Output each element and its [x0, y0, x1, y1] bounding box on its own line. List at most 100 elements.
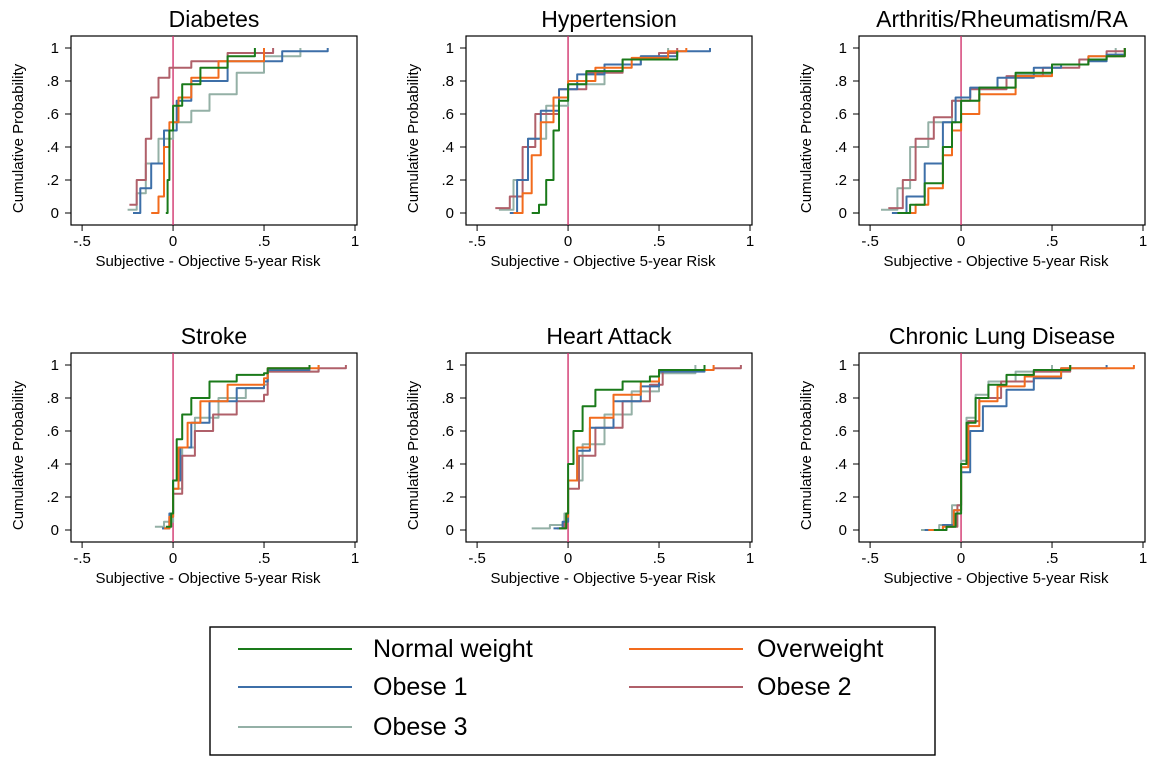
legend-label-obese-1: Obese 1 [373, 673, 468, 701]
legend-label-overweight: Overweight [757, 635, 883, 663]
x-axis-label: Subjective - Objective 5-year Risk [883, 570, 1109, 587]
y-tick-label: .6 [441, 106, 454, 123]
chart-panel-3: Arthritis/Rheumatism/RA 0 .2 .4 .6 .8 1 -.5 0 .5 1… [798, 6, 1147, 270]
y-tick-label: 0 [839, 205, 847, 222]
series-line-obese-1 [553, 365, 706, 530]
x-tick-label: .5 [653, 550, 666, 567]
y-tick-label: .6 [834, 423, 847, 440]
x-axis-label: Subjective - Objective 5-year Risk [95, 570, 321, 587]
plot-frame [70, 35, 358, 226]
x-axis-label: Subjective - Objective 5-year Risk [883, 253, 1109, 270]
y-axis-label: Cumulative Probability [798, 63, 815, 213]
y-tick-label: .8 [46, 73, 59, 90]
x-tick-label: 0 [564, 233, 572, 250]
x-tick-label: 0 [564, 550, 572, 567]
x-axis-label: Subjective - Objective 5-year Risk [95, 253, 321, 270]
y-tick-label: 0 [51, 522, 59, 539]
series-line-normal-weight [897, 48, 1126, 214]
y-tick-label: .6 [46, 106, 59, 123]
x-tick-label: .5 [258, 233, 271, 250]
plot-frame [858, 35, 1146, 226]
y-tick-label: 1 [51, 357, 59, 374]
x-tick-label: 0 [169, 550, 177, 567]
y-tick-label: 0 [51, 205, 59, 222]
x-tick-label: -.5 [73, 550, 91, 567]
y-tick-label: .2 [834, 489, 847, 506]
y-tick-label: .4 [834, 139, 847, 156]
y-tick-label: .6 [834, 106, 847, 123]
series-line-normal-weight [933, 365, 1072, 531]
legend-label-normal-weight: Normal weight [373, 635, 533, 663]
x-tick-label: -.5 [73, 233, 91, 250]
series-line-obese-1 [891, 48, 1126, 214]
y-tick-label: .8 [441, 73, 454, 90]
chart-panel-5: Heart Attack 0 .2 .4 .6 .8 1 -.5 0 .5 1 Subjective … [405, 323, 754, 587]
x-axis-label: Subjective - Objective 5-year Risk [490, 253, 716, 270]
plot-frame [70, 352, 358, 543]
y-tick-label: 0 [446, 522, 454, 539]
y-tick-label: .2 [441, 489, 454, 506]
x-tick-label: -.5 [861, 233, 879, 250]
x-tick-label: -.5 [861, 550, 879, 567]
x-tick-label: 1 [351, 233, 359, 250]
x-tick-label: -.5 [468, 550, 486, 567]
plot-frame [858, 352, 1146, 543]
y-tick-label: .4 [46, 456, 59, 473]
x-tick-label: 0 [957, 550, 965, 567]
y-tick-label: .8 [834, 73, 847, 90]
chart-panel-6: Chronic Lung Disease 0 .2 .4 .6 .8 1 -.5 0 .5 1 Sub… [798, 323, 1147, 587]
y-tick-label: 1 [446, 357, 454, 374]
plot-frame [465, 35, 753, 226]
chart-panel-1: Diabetes 0 .2 .4 .6 .8 1 -.5 0 .5 1 Subjective - Ob… [10, 6, 359, 270]
x-tick-label: 1 [351, 550, 359, 567]
x-tick-label: 0 [957, 233, 965, 250]
x-tick-label: .5 [1046, 550, 1059, 567]
chart-panel-4: Stroke 0 .2 .4 .6 .8 1 -.5 0 .5 1 Subjective - Obje… [10, 323, 359, 587]
legend-label-obese-3: Obese 3 [373, 713, 468, 741]
x-tick-label: .5 [1046, 233, 1059, 250]
x-tick-label: -.5 [468, 233, 486, 250]
y-axis-label: Cumulative Probability [405, 63, 422, 213]
y-tick-label: 1 [839, 40, 847, 57]
y-tick-label: .2 [46, 489, 59, 506]
y-tick-label: .4 [46, 139, 59, 156]
y-tick-label: .6 [46, 423, 59, 440]
y-tick-label: .2 [441, 172, 454, 189]
panel-title: Arthritis/Rheumatism/RA [876, 6, 1128, 32]
y-tick-label: 0 [446, 205, 454, 222]
series-line-overweight [164, 365, 320, 530]
series-line-obese-3 [127, 48, 302, 211]
series-line-obese-3 [881, 48, 1117, 211]
series-line-normal-weight [165, 48, 256, 214]
y-tick-label: 1 [839, 357, 847, 374]
y-tick-label: .4 [441, 139, 454, 156]
y-axis-label: Cumulative Probability [798, 380, 815, 530]
panel-title: Chronic Lung Disease [889, 323, 1115, 349]
y-tick-label: .2 [46, 172, 59, 189]
series-line-normal-weight [559, 365, 706, 530]
legend-label-obese-2: Obese 2 [757, 673, 852, 701]
series-line-obese-1 [133, 48, 329, 214]
series-line-overweight [560, 365, 715, 530]
panel-title: Diabetes [169, 6, 260, 32]
y-tick-label: .2 [834, 172, 847, 189]
x-tick-label: .5 [258, 550, 271, 567]
panel-title: Hypertension [541, 6, 677, 32]
series-line-obese-3 [498, 48, 670, 211]
x-tick-label: 1 [1139, 550, 1147, 567]
y-tick-label: .8 [46, 390, 59, 407]
x-tick-label: .5 [653, 233, 666, 250]
y-tick-label: .8 [834, 390, 847, 407]
y-axis-label: Cumulative Probability [10, 63, 27, 213]
y-tick-label: 1 [446, 40, 454, 57]
y-tick-label: .6 [441, 423, 454, 440]
series-line-normal-weight [165, 365, 311, 528]
y-tick-label: .4 [441, 456, 454, 473]
x-tick-label: 1 [1139, 233, 1147, 250]
y-tick-label: 1 [51, 40, 59, 57]
y-axis-label: Cumulative Probability [10, 380, 27, 530]
y-tick-label: 0 [839, 522, 847, 539]
y-tick-label: .8 [441, 390, 454, 407]
y-tick-label: .4 [834, 456, 847, 473]
